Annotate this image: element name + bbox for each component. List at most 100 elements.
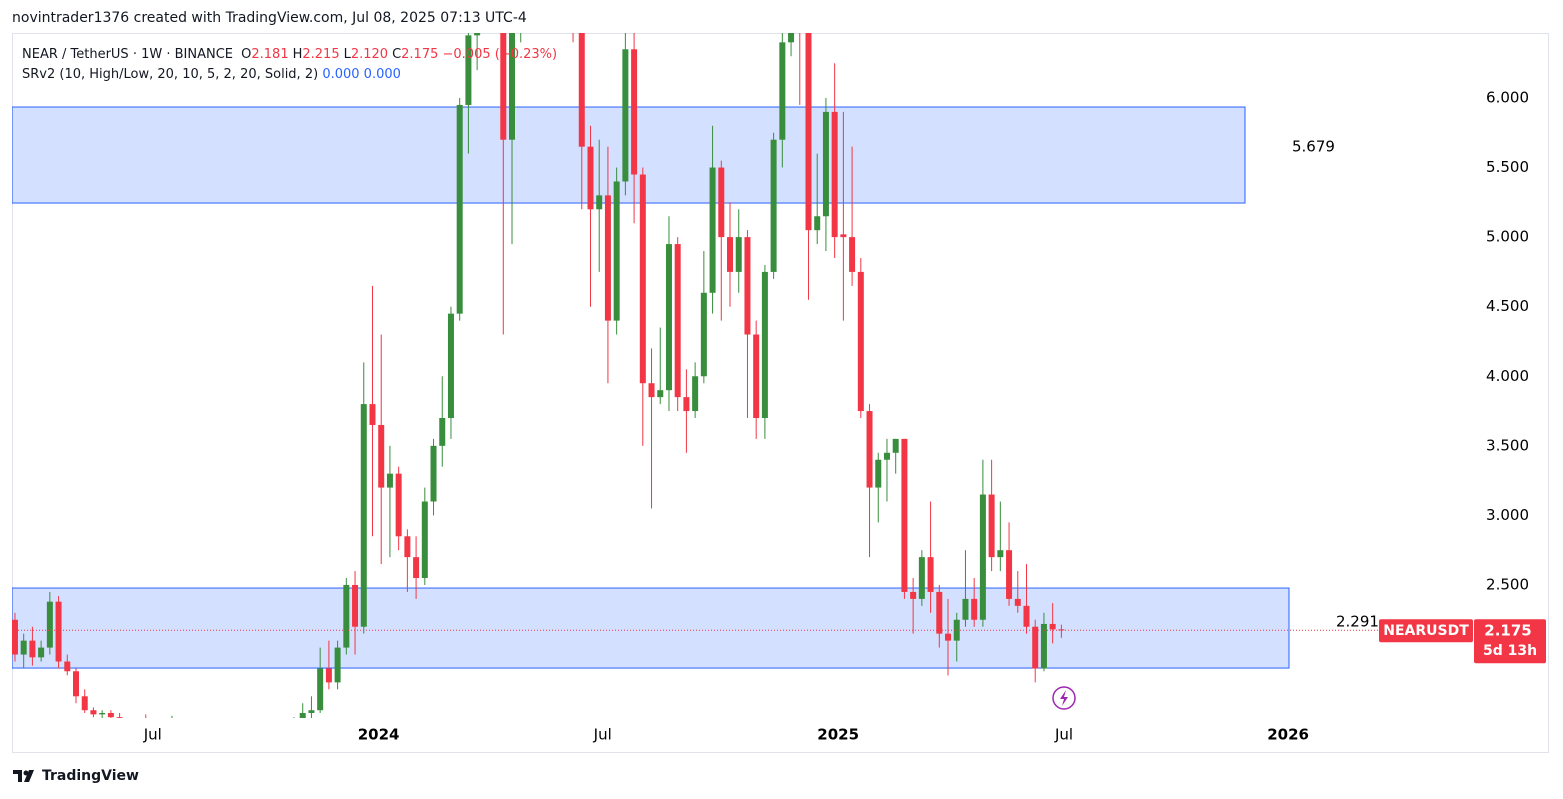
ohlc-value: 2.181 [251,47,289,62]
candle-body [343,584,350,648]
candle-body [107,712,114,718]
candle-body [770,139,777,272]
candle-body [735,237,742,272]
candle-body [971,598,978,620]
candle-body [1006,550,1013,599]
candle-body [840,234,847,238]
candle-body [230,759,236,766]
candle-body [779,42,786,140]
candle-body [430,445,437,502]
countdown-label: 5d 13h [1483,643,1537,659]
candle-body [604,195,611,321]
candle-body [29,640,36,658]
candle-body [404,536,411,558]
candle-body [204,777,210,780]
candle-body [613,181,620,321]
candle-body [979,494,986,620]
candle-body [413,557,420,579]
chart-border [12,33,1549,753]
brand: TradingView [12,768,139,784]
candle-body [953,619,960,641]
candle-body [439,418,446,446]
candle-body [596,195,603,210]
ohlc-value: 2.175 [401,47,439,62]
symbol-badge-label: NEARUSDT [1383,623,1469,639]
candle-body [587,146,594,210]
candle-body [927,557,934,592]
brand-logo [13,770,34,782]
legend: NEAR / TetherUS · 1W · BINANCE O2.181 H2.… [22,45,557,85]
candle-body [849,237,856,272]
candle-body [143,745,149,752]
candle-body [814,216,821,231]
candle-body [718,167,725,238]
candle-body [883,452,890,460]
change: −0.005 (−0.23%) [442,47,558,62]
candle-body [822,111,829,217]
zone-label: 2.291 [1336,613,1379,631]
candle-body [265,738,271,745]
candle-body [46,601,53,648]
candle-body [631,49,638,175]
candle-body [692,376,699,412]
candle-body [648,383,655,398]
candle-body [447,313,454,419]
candle-body [90,710,97,715]
candle-body [282,724,288,731]
candle-body [378,424,385,488]
candle-body [700,292,707,377]
axes: 5.679 2.291 2.500 3.000 3.500 4.000 4.500 5.000… [143,88,1546,744]
candle-body [195,773,201,780]
y-tick-label: 6.000 [1486,88,1529,106]
candle-body [360,404,367,627]
ohlc-value: 2.215 [302,47,340,62]
candle-body [256,745,262,755]
zone-label: 5.679 [1292,138,1335,156]
candle-body [875,459,882,488]
ohlc-key: C [392,47,402,62]
candle-body [352,584,359,627]
candle-body [797,0,803,28]
candle-body [474,33,481,36]
candle-body [805,33,812,231]
symbol-badge [1379,619,1473,643]
candle-body [334,647,341,683]
candle-body [962,598,969,620]
candle-body [665,244,672,391]
candle-body [134,738,140,745]
x-tick-label: 2026 [1267,726,1309,744]
candle-body [727,237,734,272]
candle-body [892,438,899,453]
x-tick-label: 2025 [817,726,859,744]
candle-body [744,237,751,335]
candle-body [325,668,332,683]
candle-body [421,501,428,579]
x-tick-label: Jul [143,726,162,744]
ohlc-key: L [343,47,351,62]
candle-body [1014,598,1021,606]
y-tick-label: 3.500 [1486,436,1529,454]
ohlc-key: O [241,47,252,62]
x-tick-label: 2024 [358,726,400,744]
candle-body [570,0,576,14]
ohlc-key: H [292,47,303,62]
candle-body [945,633,952,641]
candle-body [910,591,917,599]
candle-body [901,438,908,592]
sr-zone [12,587,1290,669]
candle-body [1040,623,1047,669]
candle-body [186,766,192,773]
candle-body [866,411,873,488]
ohlc: O2.181 H2.215 L2.120 C2.175 [237,47,438,62]
ohlc-value: 2.120 [350,47,389,62]
alert-icon [1052,686,1076,710]
candle-body [509,33,516,140]
candle-body [274,731,280,738]
y-tick-label: 2.500 [1486,575,1529,593]
candle-body [178,752,184,766]
candle-body [1023,605,1030,627]
candle-body [578,33,585,147]
candle-body [761,271,768,419]
